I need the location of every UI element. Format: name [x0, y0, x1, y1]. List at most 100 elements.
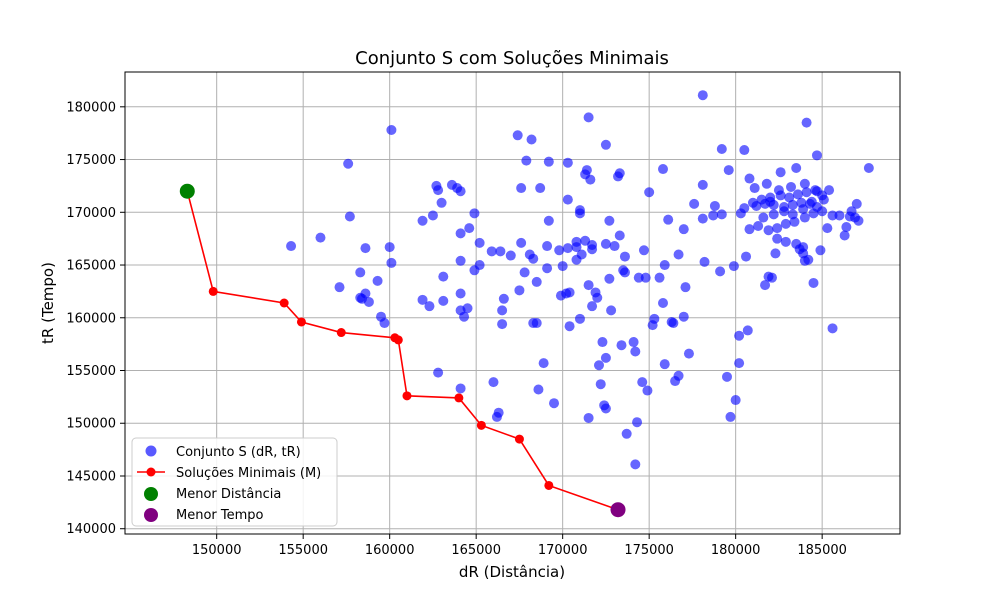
scatter-point — [488, 377, 499, 388]
scatter-point — [654, 272, 665, 283]
scatter-point — [464, 223, 475, 234]
scatter-point — [587, 239, 598, 250]
highlight-points — [179, 183, 626, 518]
scatter-point — [678, 224, 689, 235]
scatter-point — [659, 260, 670, 271]
scatter-point — [571, 236, 582, 247]
scatter-point — [642, 385, 653, 396]
scatter-point — [497, 319, 508, 330]
y-tick-label: 150000 — [66, 417, 116, 432]
scatter-point — [495, 246, 506, 257]
scatter-point — [768, 209, 779, 220]
scatter-point — [604, 273, 615, 284]
scatter-point — [761, 178, 772, 189]
scatter-point — [758, 212, 769, 223]
scatter-point — [678, 311, 689, 322]
scatter-point — [609, 241, 620, 252]
scatter-point — [498, 293, 509, 304]
scatter-point — [562, 243, 573, 254]
scatter-point — [716, 144, 727, 154]
scatter-point — [632, 417, 643, 428]
min-time-point — [610, 502, 626, 518]
legend-label-scatter: Conjunto S (dR, tR) — [176, 445, 301, 460]
scatter-point — [822, 223, 833, 234]
scatter-point — [462, 303, 473, 314]
scatter-point — [438, 295, 449, 306]
scatter-point — [372, 275, 383, 286]
scatter-point — [780, 218, 791, 229]
scatter-point — [770, 248, 781, 259]
y-tick-label: 175000 — [66, 153, 116, 168]
legend-scatter-marker — [145, 445, 157, 457]
legend-min-time-marker — [144, 508, 158, 522]
scatter-point — [557, 261, 568, 272]
scatter-point — [564, 321, 575, 332]
scatter-point — [315, 232, 326, 243]
scatter-point — [583, 112, 594, 123]
scatter-point — [334, 282, 345, 293]
scatter-point — [516, 237, 527, 248]
scatter-point — [600, 139, 611, 150]
scatter-point — [824, 185, 835, 196]
x-tick-label: 165000 — [451, 543, 501, 558]
scatter-point — [574, 313, 585, 324]
scatter-point — [433, 185, 444, 196]
scatter-point — [600, 403, 611, 414]
scatter-point — [689, 198, 700, 209]
scatter-point — [528, 253, 539, 264]
scatter-point — [763, 225, 774, 236]
scatter-point — [628, 337, 639, 348]
scatter-point — [709, 200, 720, 211]
scatter-point — [673, 370, 684, 381]
y-tick-label: 145000 — [66, 469, 116, 484]
scatter-point — [455, 228, 466, 239]
scatter-point — [595, 379, 606, 390]
scatter-point — [827, 210, 838, 221]
scatter-point — [772, 233, 783, 244]
scatter-point — [638, 245, 649, 256]
axis-ticks: 150000 155000 160000 165000 170000 175000 1800… — [66, 100, 847, 558]
scatter-point — [760, 280, 771, 291]
scatter-point — [791, 162, 802, 173]
plot-frame — [124, 71, 901, 535]
scatter-point — [708, 210, 719, 221]
scatter-point — [792, 189, 803, 200]
scatter-point — [801, 117, 812, 128]
scatter-point — [834, 210, 845, 221]
scatter-point — [564, 287, 575, 298]
scatter-point — [841, 222, 852, 233]
scatter-point — [562, 157, 573, 168]
scatter-point — [455, 186, 466, 197]
y-tick-label: 160000 — [66, 311, 116, 326]
scatter-point — [597, 337, 608, 348]
minimal-solution-point — [402, 391, 412, 401]
scatter-point — [616, 340, 627, 351]
scatter-point — [469, 208, 480, 219]
y-tick-label: 180000 — [66, 100, 116, 115]
scatter-point — [614, 230, 625, 241]
scatter-point — [723, 165, 734, 176]
scatter-point — [360, 288, 371, 299]
scatter-point — [363, 296, 374, 307]
x-tick-label: 160000 — [365, 543, 415, 558]
scatter-point — [562, 194, 573, 205]
scatter-point — [455, 255, 466, 266]
scatter-point — [658, 164, 669, 175]
legend-label-min-distance: Menor Distância — [176, 487, 281, 502]
scatter-point — [787, 209, 798, 220]
scatter-point — [455, 383, 466, 394]
scatter-point — [542, 263, 553, 274]
scatter-point — [417, 294, 428, 305]
scatter-point — [583, 280, 594, 291]
scatter-point — [343, 158, 354, 169]
scatter-point — [744, 173, 755, 184]
scatter-point — [505, 250, 516, 261]
scatter-point — [798, 204, 809, 215]
scatter-point — [606, 305, 617, 316]
scatter-point — [355, 267, 366, 278]
scatter-point — [697, 179, 708, 190]
scatter-point — [811, 202, 822, 213]
scatter-point — [630, 459, 641, 470]
scatter-point — [587, 301, 598, 312]
x-tick-label: 185000 — [797, 543, 847, 558]
